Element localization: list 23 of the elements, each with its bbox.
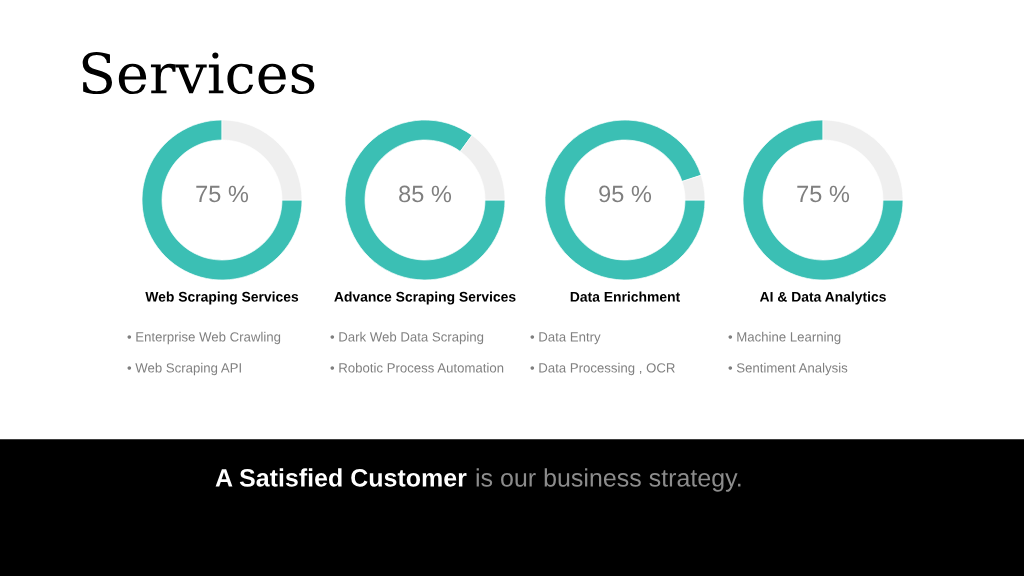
text: A Satisfied Customer	[215, 468, 467, 487]
text: • Data Entry	[530, 332, 601, 345]
text: Advance Scraping Services	[334, 291, 516, 305]
text: • Sentiment Analysis	[728, 362, 848, 376]
text: Web Scraping Services	[145, 291, 299, 305]
donut-slice	[544, 119, 706, 281]
donut-slice	[344, 119, 506, 281]
text: is our business strategy.	[476, 468, 741, 492]
text: • Robotic Process Automation	[330, 362, 504, 373]
text: • Data Processing , OCR	[530, 362, 675, 376]
data-label: 75 %	[797, 185, 850, 203]
donut-slice	[141, 119, 303, 281]
text: • Enterprise Web Crawling	[127, 331, 281, 345]
text: Data Enrichment	[570, 291, 681, 302]
data-label: 85 %	[399, 185, 452, 203]
text: AI & Data Analytics	[759, 291, 886, 305]
text: • Machine Learning	[728, 331, 841, 345]
text: • Dark Web Data Scraping	[330, 331, 484, 345]
chart-title: Services	[82, 52, 315, 95]
data-label: 75 %	[196, 185, 249, 203]
donut-slice	[742, 119, 904, 281]
data-label: 95 %	[599, 185, 652, 203]
text: • Web Scraping API	[127, 362, 241, 376]
